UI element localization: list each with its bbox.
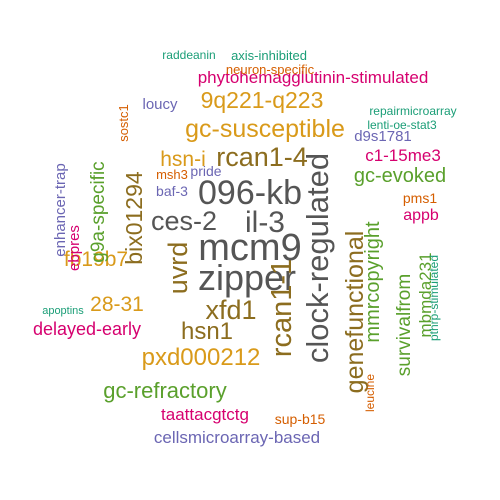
word-4: il-3 (245, 206, 285, 239)
word-8: uvrd (163, 242, 193, 295)
word-28: taattacgtctg (161, 405, 249, 424)
word-6: rcan1-4 (216, 142, 308, 172)
word-43: repairmicroarray (369, 104, 456, 118)
word-31: ebpres (66, 225, 83, 271)
word-13: gc-susceptible (185, 115, 345, 143)
word-29: c1-15me3 (365, 146, 441, 165)
word-5: ces-2 (151, 206, 217, 236)
word-35: pms1 (403, 190, 437, 206)
word-26: phytohemagglutinin-stimulated (198, 68, 429, 87)
word-39: baf-3 (156, 183, 188, 199)
word-11: hsn1 (181, 318, 233, 345)
word-33: loucy (142, 96, 178, 113)
word-32: enhancer-trap (52, 163, 69, 256)
word-12: genefunctional (341, 231, 369, 394)
word-15: pxd000212 (142, 344, 261, 371)
word-34: d9s1781 (354, 128, 412, 145)
word-22: g9a-specific (88, 161, 109, 262)
word-1: mcm9 (198, 227, 301, 269)
word-25: mbmda231 (416, 252, 435, 337)
word-45: sup-b15 (275, 411, 326, 427)
word-42: raddeanin (162, 48, 215, 62)
word-24: delayed-early (33, 319, 141, 339)
word-14: 9q221-q223 (201, 87, 324, 113)
word-36: sostc1 (116, 104, 131, 142)
word-37: pride (190, 163, 221, 179)
word-3: clock-regulated (300, 153, 335, 363)
word-40: neuron-specific (226, 62, 315, 77)
word-19: 28-31 (90, 293, 144, 316)
word-41: axis-inhibited (231, 48, 307, 63)
word-48: apoptins (42, 305, 84, 317)
word-38: msh3 (156, 167, 188, 182)
word-9: xfd1 (205, 295, 256, 325)
word-46: leucine (363, 374, 377, 412)
word-17: hsn-i (160, 148, 206, 171)
word-16: gc-refractory (103, 378, 226, 403)
word-47: pthrp-stimulated (427, 255, 441, 341)
word-27: cellsmicroarray-based (154, 428, 320, 447)
word-2: zipper (198, 257, 296, 298)
word-21: gc-evoked (354, 165, 446, 187)
word-23: survivalfrom (394, 274, 415, 376)
word-10: bix01294 (121, 171, 147, 265)
word-20: mmrcopyright (362, 221, 384, 343)
word-0: 096-kb (198, 174, 302, 212)
word-18: fb19b7 (64, 248, 128, 271)
word-30: appb (403, 207, 439, 224)
word-44: lenti-oe-stat3 (367, 118, 437, 132)
word-7: rcan1-1 (266, 259, 298, 357)
